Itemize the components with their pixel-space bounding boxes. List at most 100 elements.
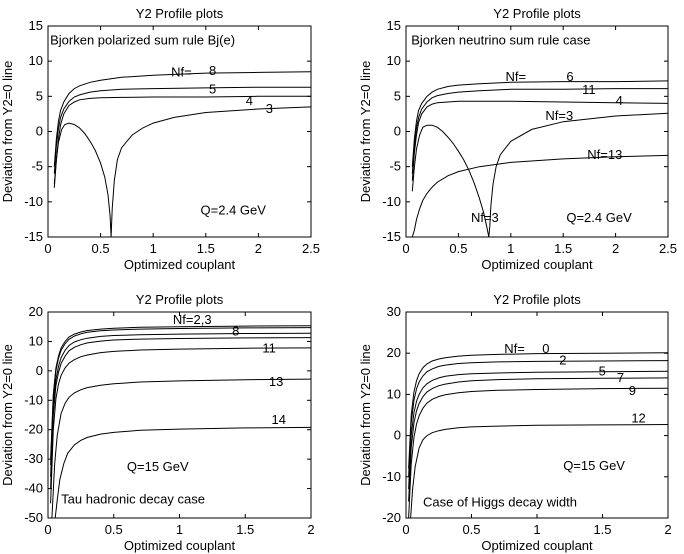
chart-1-annotation: Q=2.4 GeV	[201, 202, 267, 217]
chart-2-x-tick-label: 0.5	[449, 241, 467, 256]
chart-3-y-axis-label: Deviation from Y2=0 line	[0, 344, 15, 486]
chart-1-series-line	[53, 86, 311, 174]
chart-2-y-tick-label: 5	[394, 88, 401, 103]
chart-1-annotation: Nf=	[171, 65, 192, 80]
chart-4-annotation: Q=15 GeV	[563, 458, 625, 473]
chart-4-series-line	[410, 424, 668, 518]
chart-3-annotation: 14	[272, 412, 286, 427]
chart-2-annotation: Nf=3	[545, 108, 573, 123]
chart-3-annotation: 13	[269, 374, 283, 389]
chart-1-x-tick-label: 1	[150, 241, 157, 256]
chart-2-x-tick-label: 1.5	[554, 241, 572, 256]
chart-2-annotation: Nf=3	[471, 210, 499, 225]
chart-2-series-line	[411, 80, 668, 167]
chart-1-title: Y2 Profile plots	[136, 6, 224, 21]
chart-4-annotation: 7	[617, 370, 624, 385]
chart-3-annotation: Tau hadronic decay case	[61, 491, 205, 506]
chart-4-annotation: 5	[599, 363, 606, 378]
chart-1-series-line	[53, 95, 311, 188]
chart-4-y-tick-label: 30	[387, 304, 401, 319]
chart-1-y-tick-label: 0	[36, 124, 43, 139]
chart-2-curves	[411, 80, 668, 237]
chart-1-y-tick-label: -15	[24, 229, 43, 244]
chart-2-series-line	[411, 100, 668, 181]
chart-1-y-tick-label: 5	[36, 88, 43, 103]
chart-3-annotation: 8	[232, 324, 239, 339]
chart-4-curves	[408, 352, 668, 518]
chart-2-y-tick-label: -10	[382, 194, 401, 209]
chart-1-annotation: 5	[209, 82, 216, 97]
chart-3-series-line	[54, 426, 311, 518]
chart-4-y-tick-label: -10	[382, 469, 401, 484]
chart-4-x-tick-label: 1	[533, 522, 540, 537]
chart-4-x-tick-label: 0.5	[462, 522, 480, 537]
chart-2-title: Y2 Profile plots	[493, 6, 581, 21]
chart-4-series-line	[408, 370, 668, 490]
chart-2-annotation: Bjorken neutrino sum rule case	[411, 32, 590, 47]
chart-2-annotation: 6	[566, 69, 573, 84]
chart-3-series-line	[50, 327, 311, 466]
chart-3-y-tick-label: -10	[24, 392, 43, 407]
chart-2-series-line	[411, 112, 668, 237]
chart-2-y-tick-label: 15	[387, 18, 401, 33]
chart-1-x-axis-label: Optimized couplant	[124, 257, 236, 272]
chart-1-curves	[53, 71, 311, 237]
chart-4-series-line	[408, 387, 668, 518]
chart-3-panel: Y2 Profile plots 0 0.5 1 1.5 2 -50 -40 -30 -20 -10…	[0, 292, 315, 553]
chart-4-series-line	[408, 377, 668, 502]
chart-3-x-tick-label: 2	[307, 522, 314, 537]
chart-2-annotation: Nf=	[506, 69, 527, 84]
chart-4-y-tick-label: 10	[387, 386, 401, 401]
chart-2-plot-frame	[405, 25, 669, 238]
chart-1-y-tick-label: 10	[29, 53, 43, 68]
chart-1-y-tick-label: -5	[31, 159, 43, 174]
chart-1-annotation: 8	[209, 63, 216, 78]
chart-1-annotation: 4	[246, 93, 253, 108]
chart-3-annotation: Q=15 GeV	[127, 459, 189, 474]
chart-1-x-tick-label: 0	[44, 241, 51, 256]
chart-2-y-tick-label: -5	[389, 159, 401, 174]
chart-4-y-tick-label: -20	[382, 510, 401, 525]
chart-2-x-tick-label: 1	[507, 241, 514, 256]
chart-3-x-tick-label: 0	[44, 522, 51, 537]
chart-1-annotation: 3	[266, 101, 273, 116]
chart-4-y-tick-label: 0	[394, 428, 401, 443]
chart-3-y-tick-label: -20	[24, 422, 43, 437]
chart-3-y-tick-label: 10	[29, 333, 43, 348]
chart-4-y-axis-label: Deviation from Y2=0 line	[358, 344, 373, 486]
chart-3-series-line	[50, 325, 311, 460]
chart-2-annotation: 11	[582, 82, 596, 97]
chart-1-y-axis-label: Deviation from Y2=0 line	[0, 61, 15, 203]
chart-4-x-axis-label: Optimized couplant	[481, 538, 593, 553]
chart-3-series-line	[50, 332, 311, 477]
chart-2-panel: Y2 Profile plots 0 0.5 1 1.5 2 2.5 -15 -10 -5 0 5 10…	[358, 6, 677, 272]
chart-2-annotation: 4	[616, 93, 623, 108]
chart-1-series-line	[53, 71, 311, 167]
chart-3-y-tick-label: 20	[29, 304, 43, 319]
chart-1-panel: Y2 Profile plots 0 0.5 1 1.5 2 2.5 -15 -10 -5 0 5 10…	[0, 6, 320, 272]
chart-2-x-tick-label: 2.5	[659, 241, 677, 256]
chart-2-annotation: Q=2.4 GeV	[566, 210, 632, 225]
chart-1-series-line	[53, 106, 311, 237]
chart-4-series-line	[408, 352, 668, 469]
chart-3-series-line	[51, 378, 311, 518]
chart-3-y-tick-label: -30	[24, 451, 43, 466]
chart-4-y-tick-label: 20	[387, 345, 401, 360]
chart-3-x-axis-label: Optimized couplant	[124, 538, 236, 553]
chart-3-series-line	[50, 347, 311, 504]
chart-4-x-tick-label: 0	[402, 522, 409, 537]
chart-1-annotation: Bjorken polarized sum rule Bj(e)	[50, 32, 235, 47]
chart-1-x-tick-label: 0.5	[92, 241, 110, 256]
chart-1-x-tick-label: 2.5	[302, 241, 320, 256]
chart-2-series-line	[411, 154, 668, 237]
chart-4-title: Y2 Profile plots	[493, 292, 581, 307]
chart-3-y-tick-label: -50	[24, 510, 43, 525]
chart-1-plot-frame	[47, 25, 312, 238]
chart-3-series-line	[50, 337, 311, 489]
chart-1-x-tick-label: 1.5	[197, 241, 215, 256]
chart-3-x-tick-label: 1	[176, 522, 183, 537]
chart-4-annotation: 2	[559, 353, 566, 368]
chart-3-curves	[50, 325, 311, 518]
